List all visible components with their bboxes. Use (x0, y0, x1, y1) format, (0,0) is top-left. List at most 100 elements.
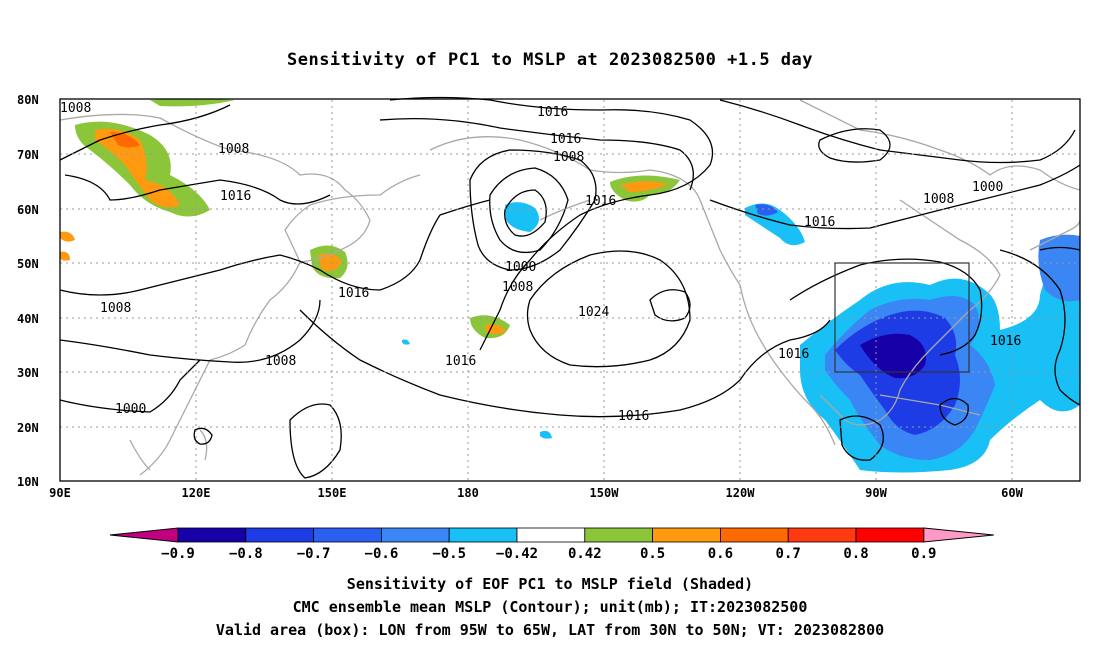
shading-layer (60, 99, 1080, 473)
isobar (59, 359, 201, 413)
isobar (709, 164, 1081, 230)
colorbar-segment (652, 527, 721, 543)
caption-line-2: CMC ensemble mean MSLP (Contour); unit(m… (292, 598, 808, 616)
colorbar-label: 0.9 (911, 546, 936, 562)
coastline (429, 136, 836, 446)
positive-shading (620, 181, 668, 192)
isobar (526, 250, 691, 368)
isobar (818, 128, 891, 163)
contour-label: 1016 (585, 194, 616, 209)
colorbar-segment (177, 527, 247, 543)
longitude-labels: 90E 120E 150E 180 150W 120W 90W 60W (49, 486, 1023, 500)
colorbar-segment (720, 527, 789, 543)
map-frame (59, 98, 1081, 482)
colorbar-label: −0.8 (229, 546, 263, 562)
lat-label: 30N (17, 366, 39, 380)
negative-shading (540, 430, 552, 439)
isobar (59, 299, 321, 363)
contour-label: 1008 (923, 192, 954, 207)
isobar (59, 199, 491, 296)
isobar (939, 397, 969, 426)
positive-shading (485, 324, 506, 334)
lat-label: 10N (17, 475, 39, 489)
isobar (469, 149, 597, 271)
lon-label: 60W (1001, 486, 1023, 500)
contour-label: 1016 (220, 189, 251, 204)
colorbar-label: −0.42 (496, 546, 538, 562)
contour-label: 1008 (502, 280, 533, 295)
positive-shading (318, 253, 342, 271)
isobar (379, 117, 694, 191)
positive-shading (60, 231, 75, 242)
colorbar-segment (245, 527, 315, 543)
negative-shading (402, 339, 410, 345)
negative-shading (505, 202, 539, 232)
colorbar-label: 0.8 (843, 546, 868, 562)
colorbar-segment (855, 527, 925, 543)
isobar (999, 246, 1081, 406)
isobar (504, 189, 547, 237)
contour-label: 1000 (972, 180, 1003, 195)
colorbar-segment (448, 527, 518, 543)
coastline (129, 429, 208, 471)
colorbar-low-end (109, 527, 179, 543)
lat-label: 40N (17, 312, 39, 326)
coastline (539, 199, 591, 221)
colorbar-label: 0.6 (708, 546, 733, 562)
contour-label: 1000 (115, 402, 146, 417)
lon-label: 90W (865, 486, 887, 500)
isobar (719, 99, 1076, 164)
colorbar: −0.9 −0.8 −0.7 −0.6 −0.5 −0.42 0.42 0.5 0.6 0.7 0.… (109, 527, 994, 562)
latitude-labels: 80N 70N 60N 50N 40N 30N 20N 10N (17, 93, 39, 489)
contour-label: 1024 (578, 305, 609, 320)
colorbar-segment (516, 527, 586, 543)
lon-label: 150E (318, 486, 347, 500)
negative-shading (1038, 234, 1080, 302)
contour-label: 1016 (804, 215, 835, 230)
coastline (799, 99, 1081, 191)
graticule (60, 100, 1080, 481)
contour-label: 1016 (537, 105, 568, 120)
isobar (64, 174, 331, 205)
colorbar-segment (584, 527, 653, 543)
contour-label: 1016 (778, 347, 809, 362)
colorbar-label: −0.6 (365, 546, 399, 562)
map-title: Sensitivity of PC1 to MSLP at 2023082500… (286, 50, 813, 70)
valid-area-box (834, 262, 970, 373)
isobar (649, 289, 691, 322)
contour-label: 1000 (505, 260, 536, 275)
lon-label: 180 (457, 486, 479, 500)
isobar (389, 96, 714, 351)
contour-label: 1008 (265, 354, 296, 369)
coastline (1029, 219, 1081, 251)
isobar (789, 258, 983, 356)
colorbar-label: 0.5 (640, 546, 665, 562)
negative-shading (860, 333, 926, 379)
colorbar-segment (787, 527, 857, 543)
lat-label: 50N (17, 257, 39, 271)
positive-shading (110, 132, 140, 148)
isobar (59, 104, 231, 161)
negative-shading (755, 204, 778, 216)
contour-label: 1016 (990, 334, 1021, 349)
contour-label: 1008 (553, 150, 584, 165)
lat-label: 60N (17, 203, 39, 217)
colorbar-label: 0.7 (776, 546, 801, 562)
contour-label: 1008 (100, 301, 131, 316)
caption-line-1: Sensitivity of EOF PC1 to MSLP field (Sh… (346, 575, 754, 593)
contour-label: 1008 (60, 101, 91, 116)
positive-shading (95, 128, 180, 208)
lon-label: 150W (590, 486, 620, 500)
positive-shading (60, 251, 70, 261)
isobar (193, 427, 213, 445)
positive-shading (150, 99, 235, 107)
mslp-contours (59, 96, 1081, 479)
colorbar-segment (380, 527, 450, 543)
contour-label: 1016 (550, 132, 581, 147)
lat-label: 20N (17, 421, 39, 435)
colorbar-label: −0.5 (432, 546, 466, 562)
isobar (489, 167, 569, 254)
contour-label: 1016 (618, 409, 649, 424)
contour-labels: 1008 1016 1016 1008 1016 1008 1016 1000 … (60, 101, 1003, 424)
